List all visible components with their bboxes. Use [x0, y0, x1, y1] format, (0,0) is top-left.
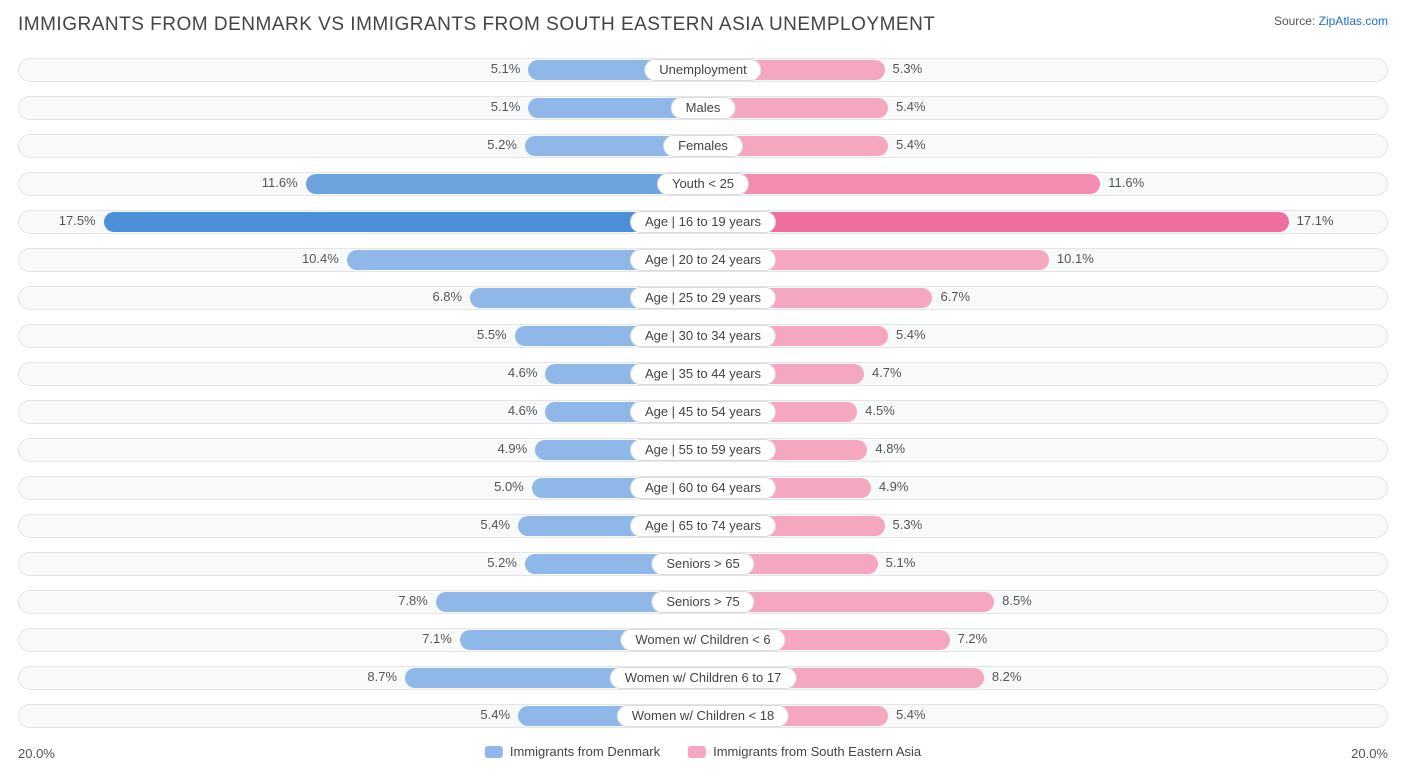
value-left: 5.5%	[477, 327, 507, 342]
legend-swatch-right	[688, 746, 706, 758]
row-category-label: Women w/ Children < 18	[617, 705, 789, 727]
row-category-label: Women w/ Children 6 to 17	[610, 667, 797, 689]
value-right: 5.4%	[896, 137, 926, 152]
value-right: 4.5%	[865, 403, 895, 418]
row-category-label: Age | 45 to 54 years	[630, 401, 776, 423]
row-category-label: Unemployment	[644, 59, 761, 81]
value-left: 7.1%	[422, 631, 452, 646]
row-category-label: Age | 20 to 24 years	[630, 249, 776, 271]
chart-row: 7.8% 8.5% Seniors > 75	[18, 586, 1388, 618]
chart-row: 5.1% 5.3% Unemployment	[18, 54, 1388, 86]
chart-header: IMMIGRANTS FROM DENMARK VS IMMIGRANTS FR…	[18, 14, 1388, 36]
value-left: 5.0%	[494, 479, 524, 494]
value-left: 4.9%	[498, 441, 528, 456]
row-category-label: Women w/ Children < 6	[620, 629, 785, 651]
value-right: 7.2%	[958, 631, 988, 646]
value-right: 17.1%	[1297, 213, 1334, 228]
value-right: 5.1%	[886, 555, 916, 570]
value-right: 4.7%	[872, 365, 902, 380]
chart-row: 5.5% 5.4% Age | 30 to 34 years	[18, 320, 1388, 352]
row-category-label: Age | 35 to 44 years	[630, 363, 776, 385]
bar-left	[306, 174, 703, 194]
chart-row: 4.6% 4.7% Age | 35 to 44 years	[18, 358, 1388, 390]
chart-row: 5.0% 4.9% Age | 60 to 64 years	[18, 472, 1388, 504]
value-left: 4.6%	[508, 365, 538, 380]
row-category-label: Seniors > 75	[651, 591, 754, 613]
chart-row: 10.4% 10.1% Age | 20 to 24 years	[18, 244, 1388, 276]
chart-row: 11.6% 11.6% Youth < 25	[18, 168, 1388, 200]
chart-row: 5.4% 5.4% Women w/ Children < 18	[18, 700, 1388, 732]
chart-row: 17.5% 17.1% Age | 16 to 19 years	[18, 206, 1388, 238]
value-right: 5.4%	[896, 707, 926, 722]
row-category-label: Age | 60 to 64 years	[630, 477, 776, 499]
value-left: 5.2%	[487, 137, 517, 152]
row-category-label: Youth < 25	[657, 173, 749, 195]
value-right: 5.3%	[893, 61, 923, 76]
row-category-label: Age | 65 to 74 years	[630, 515, 776, 537]
value-right: 10.1%	[1057, 251, 1094, 266]
value-right: 11.6%	[1108, 175, 1144, 190]
chart-row: 4.9% 4.8% Age | 55 to 59 years	[18, 434, 1388, 466]
value-left: 17.5%	[59, 213, 96, 228]
chart-title: IMMIGRANTS FROM DENMARK VS IMMIGRANTS FR…	[18, 14, 935, 36]
chart-row: 5.2% 5.1% Seniors > 65	[18, 548, 1388, 580]
value-left: 11.6%	[262, 175, 298, 190]
row-category-label: Seniors > 65	[651, 553, 754, 575]
source-link[interactable]: ZipAtlas.com	[1319, 14, 1388, 28]
value-left: 10.4%	[302, 251, 339, 266]
bar-left	[104, 212, 703, 232]
value-right: 5.4%	[896, 327, 926, 342]
value-right: 8.2%	[992, 669, 1022, 684]
value-left: 6.8%	[432, 289, 462, 304]
chart-row: 6.8% 6.7% Age | 25 to 29 years	[18, 282, 1388, 314]
source-prefix: Source:	[1274, 14, 1319, 28]
diverging-bar-chart: 5.1% 5.3% Unemployment 5.1% 5.4% Males 5.2% 5.4…	[18, 48, 1388, 740]
chart-row: 5.2% 5.4% Females	[18, 130, 1388, 162]
value-right: 4.8%	[875, 441, 905, 456]
row-category-label: Age | 55 to 59 years	[630, 439, 776, 461]
bar-right	[703, 174, 1100, 194]
chart-row: 5.4% 5.3% Age | 65 to 74 years	[18, 510, 1388, 542]
axis-max-left: 20.0%	[18, 746, 55, 761]
value-right: 6.7%	[940, 289, 970, 304]
chart-footer: 20.0% Immigrants from Denmark Immigrants…	[18, 744, 1388, 766]
row-category-label: Age | 16 to 19 years	[630, 211, 776, 233]
value-left: 5.2%	[487, 555, 517, 570]
chart-row: 8.7% 8.2% Women w/ Children 6 to 17	[18, 662, 1388, 694]
row-category-label: Females	[663, 135, 743, 157]
value-right: 5.3%	[893, 517, 923, 532]
value-left: 5.1%	[491, 99, 521, 114]
value-left: 5.4%	[480, 517, 510, 532]
value-left: 5.4%	[480, 707, 510, 722]
value-left: 5.1%	[491, 61, 521, 76]
row-category-label: Age | 30 to 34 years	[630, 325, 776, 347]
legend-swatch-left	[485, 746, 503, 758]
row-category-label: Age | 25 to 29 years	[630, 287, 776, 309]
value-left: 7.8%	[398, 593, 428, 608]
chart-row: 4.6% 4.5% Age | 45 to 54 years	[18, 396, 1388, 428]
bar-right	[703, 212, 1289, 232]
value-right: 5.4%	[896, 99, 926, 114]
value-right: 8.5%	[1002, 593, 1032, 608]
chart-row: 5.1% 5.4% Males	[18, 92, 1388, 124]
value-left: 4.6%	[508, 403, 538, 418]
chart-row: 7.1% 7.2% Women w/ Children < 6	[18, 624, 1388, 656]
row-category-label: Males	[671, 97, 736, 119]
chart-source: Source: ZipAtlas.com	[1274, 14, 1388, 28]
value-left: 8.7%	[367, 669, 397, 684]
value-right: 4.9%	[879, 479, 909, 494]
axis-max-right: 20.0%	[1351, 746, 1388, 761]
